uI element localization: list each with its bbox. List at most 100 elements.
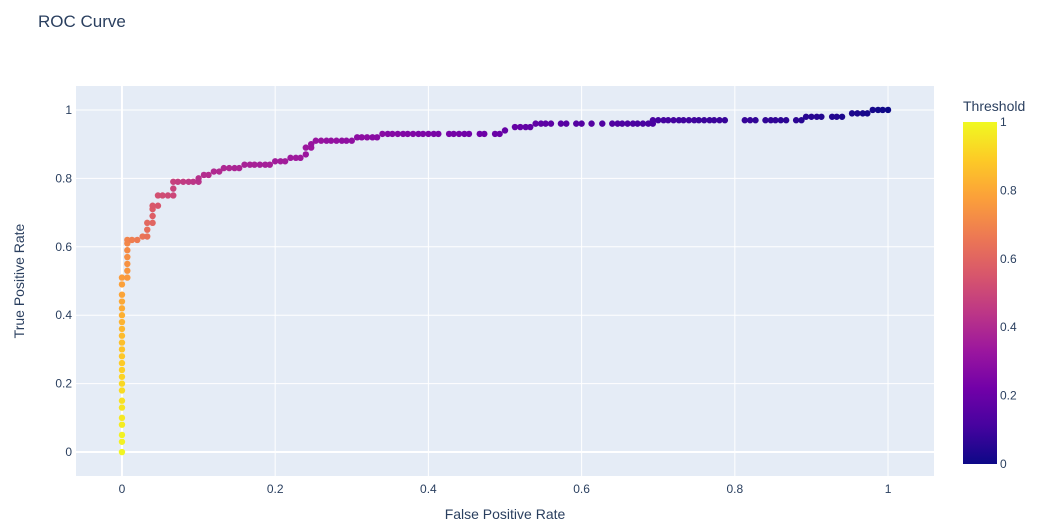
roc-point <box>144 226 151 233</box>
roc-point <box>854 110 861 117</box>
roc-point <box>700 117 708 124</box>
roc-point <box>154 192 162 199</box>
y-tick-label: 0.2 <box>55 377 72 391</box>
colorbar-tick-label: 0.6 <box>1000 252 1017 266</box>
roc-point <box>798 117 805 124</box>
y-axis-label: True Positive Rate <box>11 223 27 338</box>
roc-point <box>461 130 468 138</box>
roc-point <box>363 134 371 141</box>
roc-point <box>277 158 284 165</box>
roc-point <box>220 164 228 172</box>
roc-point <box>118 346 126 353</box>
roc-point <box>118 373 126 380</box>
y-tick-label: 0 <box>65 445 72 459</box>
x-tick-label: 0.8 <box>726 482 743 496</box>
roc-point <box>118 359 126 367</box>
roc-point <box>190 178 197 185</box>
colorbar-tick-label: 0.8 <box>1000 183 1017 197</box>
roc-point <box>685 117 693 124</box>
roc-point <box>869 106 876 114</box>
roc-point <box>664 117 672 124</box>
roc-point <box>159 192 166 199</box>
roc-point <box>762 117 769 124</box>
roc-point <box>481 130 488 138</box>
roc-point <box>118 397 126 404</box>
colorbar-tick-label: 1 <box>1000 115 1007 129</box>
roc-point <box>496 130 503 138</box>
roc-point <box>557 120 565 127</box>
roc-point <box>445 130 453 138</box>
roc-point <box>491 130 499 138</box>
roc-point <box>302 151 310 158</box>
roc-point <box>118 387 126 394</box>
roc-point <box>792 117 800 124</box>
roc-point <box>118 366 126 374</box>
roc-point <box>741 117 748 124</box>
data-points <box>118 106 892 456</box>
roc-point <box>307 140 315 148</box>
roc-point <box>210 168 218 175</box>
colorbar-ticks: 0 0.2 0.4 0.6 0.8 1 <box>1000 115 1017 471</box>
roc-point <box>118 291 126 298</box>
roc-point <box>645 120 652 127</box>
roc-point <box>537 120 545 127</box>
roc-point <box>118 431 126 439</box>
roc-point <box>118 298 126 305</box>
roc-point <box>409 130 417 138</box>
roc-point <box>262 161 269 168</box>
x-tick-label: 0.6 <box>573 482 590 496</box>
roc-point <box>149 202 156 209</box>
plot-area <box>76 86 934 476</box>
roc-point <box>588 120 595 127</box>
roc-point <box>542 120 549 127</box>
roc-point <box>879 106 886 114</box>
roc-point <box>164 192 172 199</box>
roc-point <box>124 236 131 244</box>
roc-point <box>118 339 126 346</box>
roc-point <box>118 380 126 387</box>
roc-point <box>226 164 233 172</box>
roc-point <box>180 178 187 185</box>
roc-point <box>833 113 840 120</box>
roc-point <box>609 120 616 127</box>
roc-point <box>317 137 325 144</box>
roc-point <box>241 161 248 168</box>
roc-point <box>425 130 432 138</box>
roc-point <box>527 123 534 131</box>
roc-point <box>639 120 647 127</box>
roc-point <box>802 113 810 120</box>
roc-point <box>450 130 457 138</box>
roc-point <box>721 117 729 124</box>
roc-point <box>358 134 365 141</box>
roc-point <box>435 130 442 138</box>
roc-point <box>124 274 131 281</box>
roc-point <box>399 130 407 138</box>
chart-title: ROC Curve <box>38 12 126 31</box>
roc-point <box>752 117 759 124</box>
roc-point <box>118 325 126 333</box>
roc-point <box>828 113 836 120</box>
roc-point <box>710 117 718 124</box>
roc-point <box>874 106 882 114</box>
colorbar-title: Threshold <box>963 98 1025 114</box>
roc-point <box>134 236 141 244</box>
roc-point <box>271 158 279 165</box>
roc-point <box>266 161 274 168</box>
colorbar-tick-label: 0.2 <box>1000 389 1017 403</box>
roc-point <box>691 117 698 124</box>
x-tick-label: 0.4 <box>420 482 437 496</box>
roc-point <box>373 134 381 141</box>
roc-point <box>670 117 677 124</box>
x-tick-label: 1 <box>885 482 892 496</box>
roc-point <box>511 123 519 131</box>
colorbar <box>963 122 997 464</box>
roc-point <box>660 117 667 124</box>
roc-point <box>170 178 177 185</box>
roc-point <box>343 137 350 144</box>
colorbar-tick-label: 0.4 <box>1000 320 1017 334</box>
roc-point <box>578 120 585 127</box>
y-axis-ticks: 0 0.2 0.4 0.6 0.8 1 <box>55 103 72 459</box>
roc-point <box>118 438 126 445</box>
roc-point <box>139 233 146 240</box>
roc-point <box>369 134 376 141</box>
